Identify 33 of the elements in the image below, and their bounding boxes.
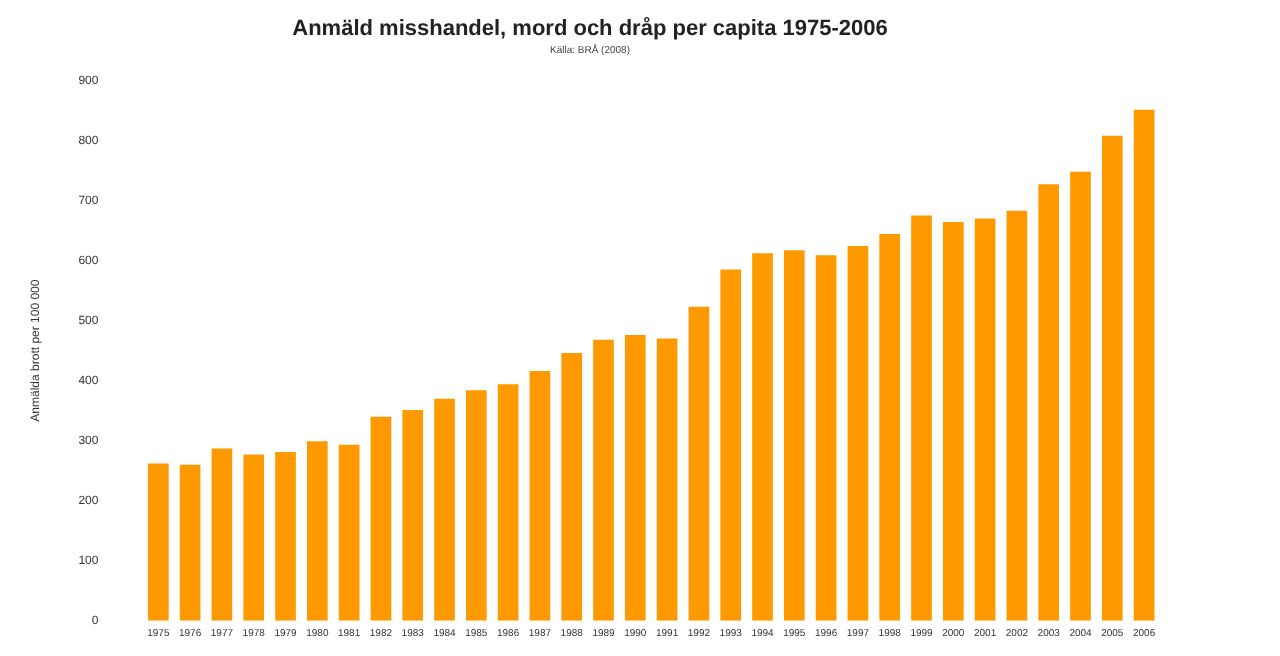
bar xyxy=(179,464,201,621)
bar xyxy=(942,222,964,621)
bar xyxy=(306,441,328,621)
bar xyxy=(1006,210,1028,621)
bar xyxy=(593,339,614,621)
bar xyxy=(911,215,932,621)
bar xyxy=(529,371,551,621)
bar xyxy=(720,269,742,621)
bar xyxy=(974,218,996,621)
bar xyxy=(497,384,519,621)
bar xyxy=(434,398,455,621)
bar xyxy=(752,253,773,621)
bar xyxy=(783,250,805,621)
bar xyxy=(1038,184,1060,621)
bar xyxy=(338,444,360,621)
bar xyxy=(688,306,710,621)
bar xyxy=(561,353,583,621)
bar xyxy=(879,234,901,621)
bar xyxy=(815,255,837,621)
bar xyxy=(624,334,646,621)
bar xyxy=(656,338,678,621)
bar xyxy=(211,448,233,621)
bar xyxy=(1133,109,1155,621)
bar xyxy=(847,246,869,621)
bar xyxy=(1070,171,1091,621)
bar xyxy=(275,452,296,621)
bar xyxy=(243,454,265,621)
bar xyxy=(402,410,424,621)
bar xyxy=(370,416,392,621)
bar xyxy=(147,463,169,621)
bar xyxy=(1101,135,1123,621)
bar xyxy=(465,390,487,621)
chart-title: Anmäld misshandel, mord och dråp per capita 1975-2006 xyxy=(292,15,888,42)
